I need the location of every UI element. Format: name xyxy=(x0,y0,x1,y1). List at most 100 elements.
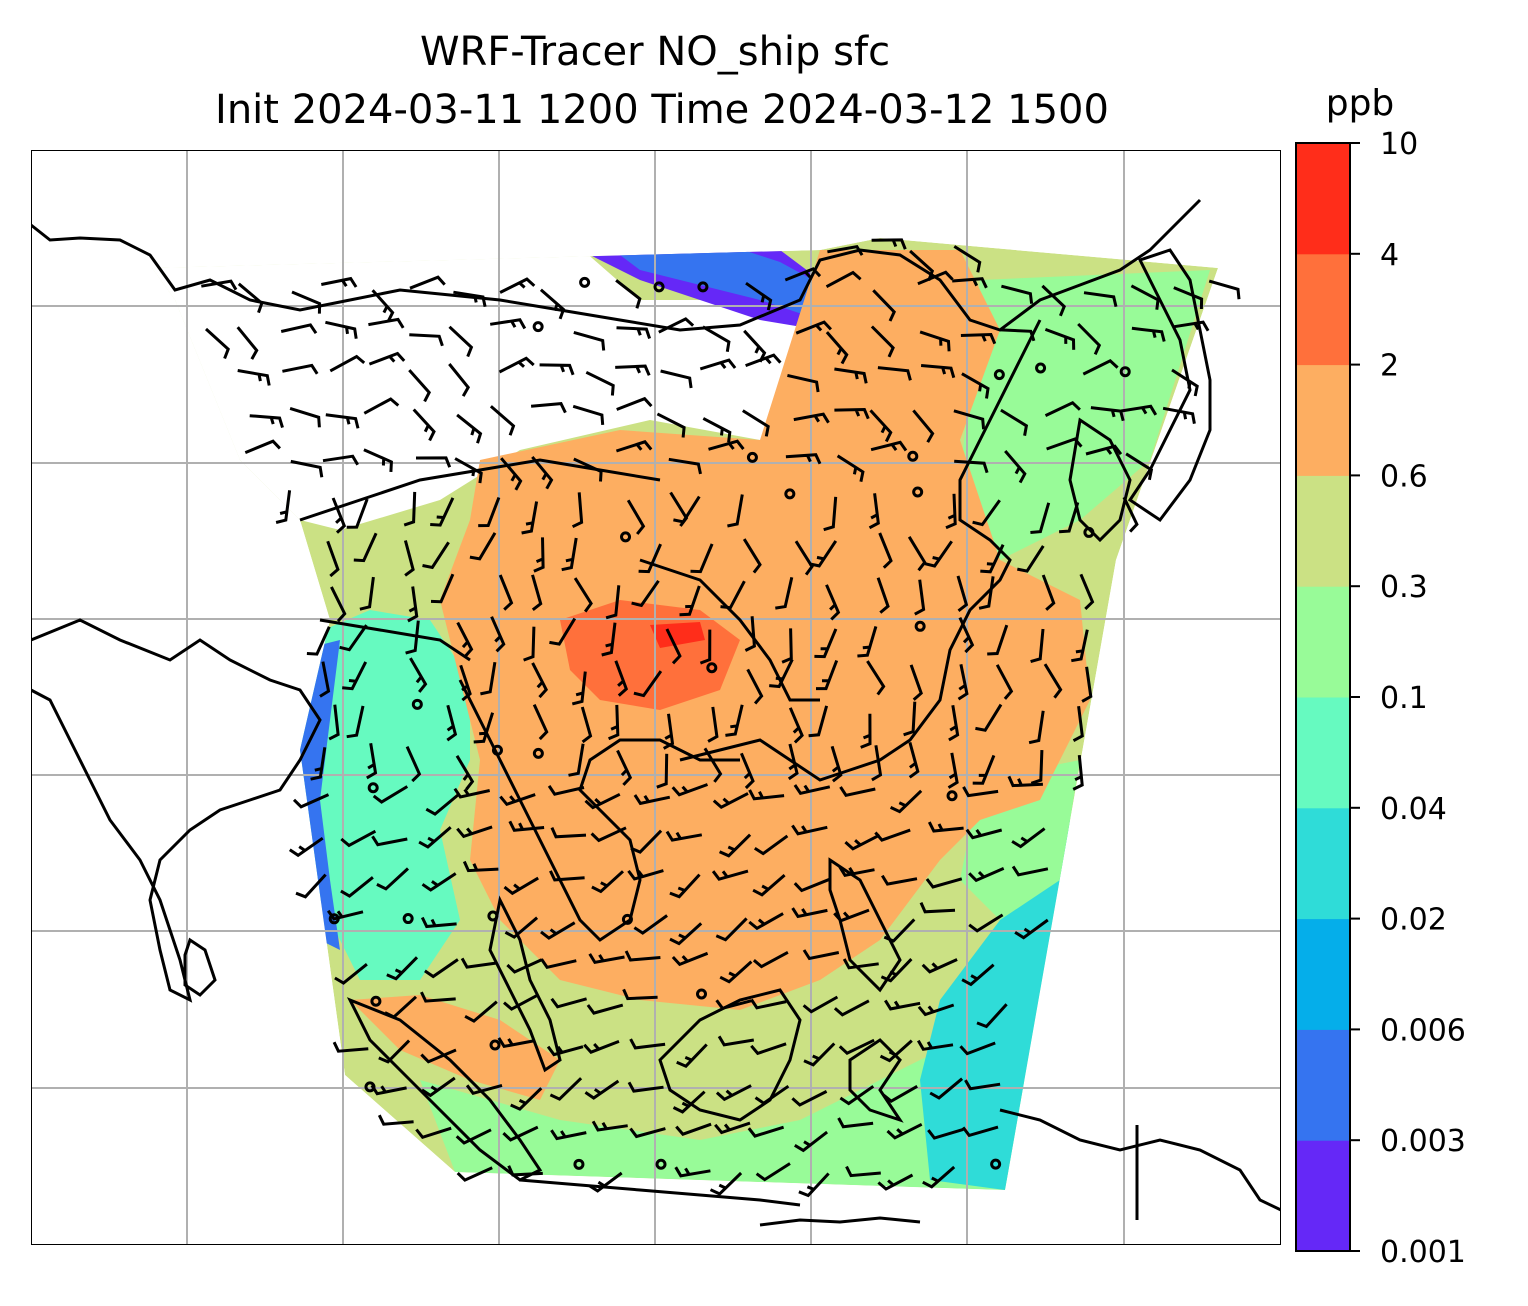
colorbar: 0.001 0.003 0.006 0.02 0.04 0.1 0.3 0.6 2 4 10 ppb xyxy=(1295,83,1466,1270)
wind-barb xyxy=(626,499,646,535)
wind-barb xyxy=(460,957,497,969)
wind-barb xyxy=(795,320,832,335)
wind-barb xyxy=(616,749,633,786)
wind-barb xyxy=(715,1084,752,1102)
wind-barb xyxy=(1173,320,1210,332)
wind-barb xyxy=(420,916,457,929)
wind-barb xyxy=(954,459,989,474)
wind-barb xyxy=(329,354,366,373)
wind-barb xyxy=(465,1083,503,1096)
wind-barb xyxy=(752,950,789,969)
wind-barb xyxy=(448,325,474,358)
wind-barb xyxy=(791,1090,828,1107)
wind-barb xyxy=(1011,827,1046,849)
colorbar-segments xyxy=(1296,143,1350,1252)
wind-barb xyxy=(332,1041,369,1053)
wind-barb xyxy=(295,873,327,899)
wind-barb xyxy=(1028,710,1045,745)
wind-barb xyxy=(421,872,457,892)
wind-barb xyxy=(788,707,804,744)
wind-barb xyxy=(825,270,862,289)
wind-barb xyxy=(838,866,875,877)
wind-barb xyxy=(1130,284,1160,310)
wind-barb xyxy=(489,405,516,436)
calm-wind-marker xyxy=(697,281,709,293)
wind-barb xyxy=(794,1130,829,1153)
wind-barb xyxy=(455,1128,492,1145)
border-inner-2 xyxy=(319,618,471,662)
colorbar-tick-label: 0.1 xyxy=(1380,681,1428,716)
wind-barb xyxy=(720,580,746,610)
calm-wind-marker xyxy=(1083,526,1095,538)
wind-barb xyxy=(882,1084,918,1104)
wind-barb xyxy=(702,417,732,443)
colorbar-segment xyxy=(1296,697,1350,809)
wind-barb xyxy=(1041,574,1056,611)
wind-barb xyxy=(622,988,658,1001)
wind-barb xyxy=(325,413,360,429)
coast-india xyxy=(31,618,322,1003)
wind-barb xyxy=(422,541,450,570)
wind-barb xyxy=(456,825,493,839)
calm-wind-marker xyxy=(487,910,499,922)
wind-barb xyxy=(956,575,969,612)
coast-newguinea xyxy=(999,1108,1281,1212)
wind-barb xyxy=(836,454,865,482)
wind-barb xyxy=(921,958,958,974)
field-south-green xyxy=(420,1000,1030,1190)
wind-barb xyxy=(881,874,918,886)
wind-barb xyxy=(588,953,625,965)
calm-wind-marker xyxy=(746,451,758,463)
wind-barb xyxy=(752,873,786,897)
calm-wind-marker xyxy=(621,913,633,925)
wind-barb xyxy=(330,586,347,623)
wind-barb xyxy=(825,584,841,621)
wind-barb xyxy=(249,414,284,429)
calm-wind-marker xyxy=(1035,362,1047,374)
wind-barb xyxy=(561,537,578,572)
calm-wind-marker xyxy=(532,321,544,333)
wind-barb xyxy=(656,412,686,438)
wind-barb xyxy=(1014,918,1049,940)
wind-barb xyxy=(1030,502,1051,534)
calm-wind-marker xyxy=(620,531,632,543)
wind-barb xyxy=(842,958,879,970)
wind-barb xyxy=(961,963,995,987)
wind-barb xyxy=(370,1084,407,1096)
wind-barb xyxy=(363,448,393,472)
wind-barb xyxy=(707,706,719,743)
wind-barb xyxy=(498,356,535,374)
wind-barb xyxy=(1046,437,1083,451)
wind-barb xyxy=(497,1037,534,1049)
wind-barb xyxy=(860,713,872,749)
wind-barb xyxy=(531,455,554,490)
wind-barb xyxy=(549,617,577,646)
calm-wind-marker xyxy=(653,281,665,293)
wind-barb xyxy=(275,490,292,524)
wind-barb xyxy=(833,999,870,1017)
wind-barb xyxy=(968,867,1005,883)
wind-barb xyxy=(755,1162,791,1182)
wind-barb xyxy=(839,1085,875,1106)
wind-barb xyxy=(550,997,587,1009)
colorbar-tick-label: 0.006 xyxy=(1380,1013,1466,1048)
wind-barb xyxy=(425,793,460,816)
wind-barb xyxy=(712,792,749,810)
wind-barb xyxy=(1058,501,1080,534)
wind-barb xyxy=(508,820,545,832)
wind-barb xyxy=(340,876,374,898)
wind-barb xyxy=(1043,663,1063,699)
wind-barb xyxy=(922,1165,956,1189)
wind-barb xyxy=(924,540,953,568)
wind-barb xyxy=(415,1126,452,1140)
field-red-hot xyxy=(650,622,705,648)
wind-barb xyxy=(919,901,956,914)
wind-barb xyxy=(204,327,230,360)
wind-barb xyxy=(1208,279,1241,300)
wind-barb xyxy=(237,282,264,314)
wind-barb xyxy=(920,364,956,379)
wind-barb xyxy=(742,409,770,437)
wind-barbs xyxy=(201,238,1241,1198)
wind-barb xyxy=(430,497,455,527)
wind-barb xyxy=(424,958,459,979)
